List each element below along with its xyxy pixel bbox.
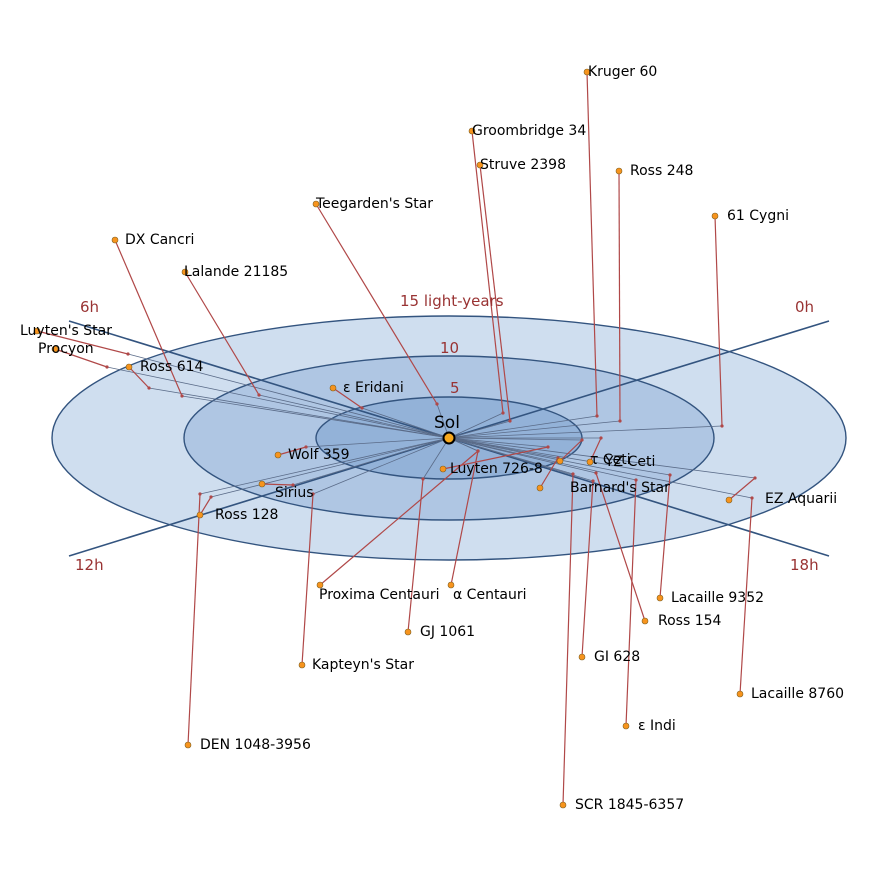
star-label: α Centauri — [453, 587, 527, 603]
star-label: Lacaille 9352 — [671, 590, 764, 606]
star-dot — [560, 802, 566, 808]
star-label: Luyten 726-8 — [450, 461, 543, 477]
star-dot — [440, 466, 446, 472]
star-dot — [657, 595, 663, 601]
star-label: GI 628 — [594, 649, 640, 665]
ra-label: 0h — [795, 298, 814, 316]
plane-point — [508, 419, 511, 422]
star-label: Teegarden's Star — [315, 196, 433, 212]
star-dot — [726, 497, 732, 503]
star-label: Barnard's Star — [570, 480, 670, 496]
star-label: Ross 154 — [658, 613, 722, 629]
plane-point — [580, 438, 583, 441]
star-label: ε Indi — [638, 718, 676, 734]
star-label: SCR 1845-6357 — [575, 797, 684, 813]
star-label: Struve 2398 — [480, 157, 566, 173]
plane-point — [753, 476, 756, 479]
star-dot — [579, 654, 585, 660]
plane-point — [209, 495, 212, 498]
plane-point — [720, 424, 723, 427]
star-label: Proxima Centauri — [319, 587, 439, 603]
star-label: EZ Aquarii — [765, 491, 837, 507]
star-dot — [112, 237, 118, 243]
plane-point — [599, 436, 602, 439]
star-dot — [259, 481, 265, 487]
plane-point — [501, 411, 504, 414]
star-label: Lalande 21185 — [184, 264, 288, 280]
plane-point — [105, 365, 108, 368]
star-label: Ross 128 — [215, 507, 278, 523]
star-dot — [642, 618, 648, 624]
star-dot — [537, 485, 543, 491]
plane-point — [595, 414, 598, 417]
star-dot — [712, 213, 718, 219]
ring-label: 5 — [450, 379, 460, 397]
plane-point — [435, 402, 438, 405]
plane-point — [421, 477, 424, 480]
plane-point — [126, 352, 129, 355]
star-label: DX Cancri — [125, 232, 194, 248]
ra-label: 18h — [790, 556, 819, 574]
plane-point — [571, 472, 574, 475]
plane-point — [257, 393, 260, 396]
ra-label: 6h — [80, 298, 99, 316]
star-dot — [197, 512, 203, 518]
star-label: Sirius — [275, 485, 314, 501]
star-label: Wolf 359 — [288, 447, 350, 463]
star-label: 61 Cygni — [727, 208, 789, 224]
star-dot — [185, 742, 191, 748]
star-dot — [616, 168, 622, 174]
ring-label: 15 light-years — [400, 292, 504, 310]
star-label: Lacaille 8760 — [751, 686, 844, 702]
plane-point — [198, 492, 201, 495]
plane-point — [594, 471, 597, 474]
star-label: Groombridge 34 — [472, 123, 586, 139]
star-label: DEN 1048-3956 — [200, 737, 311, 753]
star-label: ε Eridani — [343, 380, 404, 396]
star-label: Ross 614 — [140, 359, 204, 375]
star-dot — [737, 691, 743, 697]
star-dot — [405, 629, 411, 635]
star-label: GJ 1061 — [420, 624, 475, 640]
star-dot — [275, 452, 281, 458]
star-label: τ Ceti — [590, 452, 631, 468]
star-dot — [623, 723, 629, 729]
star-label: Procyon — [38, 341, 94, 357]
star-dot — [126, 364, 132, 370]
plane-point — [147, 386, 150, 389]
plane-point — [750, 496, 753, 499]
star-dot — [557, 458, 563, 464]
plane-point — [180, 394, 183, 397]
star-label: Ross 248 — [630, 163, 693, 179]
ra-label: 12h — [75, 556, 104, 574]
plane-point — [618, 419, 621, 422]
ring-label: 10 — [440, 339, 459, 357]
plane-point — [360, 406, 363, 409]
plane-point — [668, 473, 671, 476]
star-dot — [299, 662, 305, 668]
star-label: Kruger 60 — [588, 64, 657, 80]
sol-label: Sol — [434, 413, 460, 433]
sol-dot — [444, 433, 455, 444]
plane-point — [476, 449, 479, 452]
plane-point — [546, 445, 549, 448]
star-dot — [330, 385, 336, 391]
star-label: Luyten's Star — [20, 323, 112, 339]
star-label: Kapteyn's Star — [312, 657, 414, 673]
